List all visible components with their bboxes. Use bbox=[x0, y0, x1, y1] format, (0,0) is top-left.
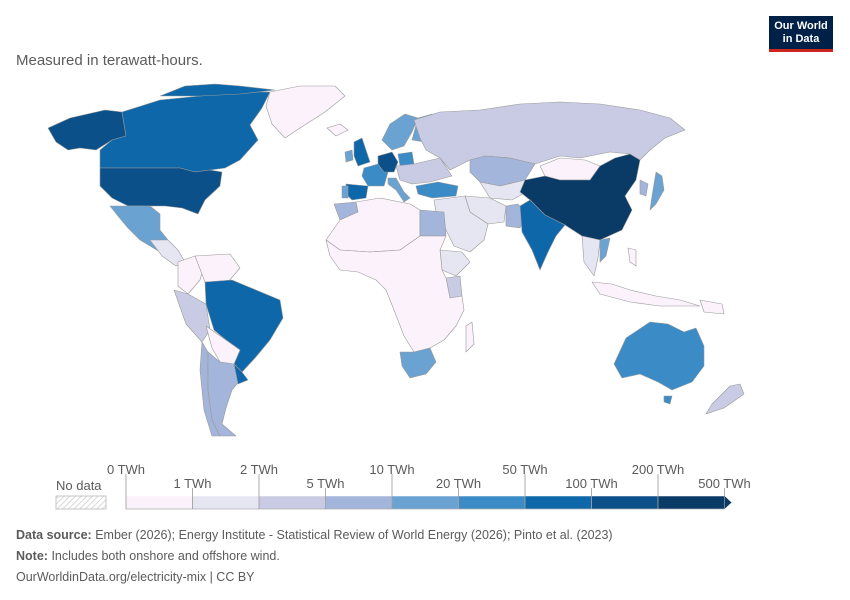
country-australia[interactable] bbox=[613, 321, 705, 391]
legend-bin-3[interactable] bbox=[325, 495, 393, 510]
country-papua-new-guinea[interactable] bbox=[699, 299, 725, 315]
country-venezuela[interactable] bbox=[194, 253, 241, 283]
country-central-africa[interactable] bbox=[325, 235, 465, 353]
country-uruguay[interactable] bbox=[233, 363, 249, 385]
country-new-zealand[interactable] bbox=[705, 383, 745, 415]
legend-bin-4[interactable] bbox=[391, 495, 459, 510]
country-italy[interactable] bbox=[387, 177, 411, 203]
country-mongolia[interactable] bbox=[539, 157, 601, 181]
legend-bin-0[interactable] bbox=[125, 495, 193, 510]
country-philippines[interactable] bbox=[627, 247, 637, 267]
logo-line-1: Our World bbox=[774, 20, 828, 32]
note: Note: Includes both onshore and offshore… bbox=[16, 549, 280, 563]
legend-bin-8[interactable] bbox=[657, 495, 725, 510]
legend-tick-label-upper: 200 TWh bbox=[632, 462, 685, 477]
country-brazil[interactable] bbox=[204, 279, 284, 373]
country-greenland[interactable] bbox=[265, 85, 346, 139]
data-source-label: Data source: bbox=[16, 528, 92, 542]
country-india[interactable] bbox=[519, 199, 566, 271]
country-argentina[interactable] bbox=[207, 351, 243, 437]
country-turkey[interactable] bbox=[415, 181, 459, 199]
source-url[interactable]: OurWorldinData.org/electricity-mix | CC … bbox=[16, 570, 255, 584]
country-ireland[interactable] bbox=[344, 149, 354, 163]
legend-bin-7[interactable] bbox=[591, 495, 659, 510]
data-source: Data source: Ember (2026); Energy Instit… bbox=[16, 528, 613, 542]
note-label: Note: bbox=[16, 549, 48, 563]
legend-tick-label-lower: 500 TWh bbox=[698, 476, 751, 491]
country-scandinavia[interactable] bbox=[381, 113, 419, 151]
legend-tick-label-upper: 10 TWh bbox=[369, 462, 414, 477]
legend-tick-labels: 0 TWh 2 TWh 10 TWh 50 TWh 200 TWh 1 TWh 5 TWh 2… bbox=[107, 462, 751, 509]
legend-no-data-swatch[interactable] bbox=[55, 495, 107, 510]
country-southeast-asia[interactable] bbox=[581, 235, 601, 277]
legend-bin-5[interactable] bbox=[458, 495, 526, 510]
country-russia[interactable] bbox=[413, 101, 686, 171]
legend-tick-label-upper: 2 TWh bbox=[240, 462, 278, 477]
country-spain[interactable] bbox=[345, 183, 369, 201]
country-tasmania[interactable] bbox=[663, 395, 673, 405]
legend-bin-2[interactable] bbox=[258, 495, 326, 510]
country-poland[interactable] bbox=[397, 151, 415, 167]
country-egypt[interactable] bbox=[419, 209, 447, 237]
country-canada-arctic[interactable] bbox=[159, 83, 276, 97]
country-united-kingdom[interactable] bbox=[353, 137, 371, 167]
legend-tick-label-lower: 5 TWh bbox=[306, 476, 344, 491]
country-indonesia[interactable] bbox=[591, 281, 701, 307]
data-source-text: Ember (2026); Energy Institute - Statist… bbox=[95, 528, 613, 542]
country-portugal[interactable] bbox=[341, 185, 349, 199]
country-peru[interactable] bbox=[173, 289, 211, 343]
legend-tick-label-upper: 0 TWh bbox=[107, 462, 145, 477]
country-germany[interactable] bbox=[377, 151, 399, 173]
legend-bin-6[interactable] bbox=[524, 495, 592, 510]
legend-tick-label-lower: 100 TWh bbox=[565, 476, 618, 491]
legend-end-arrow bbox=[724, 496, 732, 509]
country-iceland[interactable] bbox=[326, 123, 349, 137]
world-map bbox=[47, 83, 745, 437]
country-madagascar[interactable] bbox=[465, 321, 475, 353]
legend-tick-label-upper: 50 TWh bbox=[502, 462, 547, 477]
owid-logo[interactable]: Our World in Data bbox=[769, 16, 833, 52]
note-text: Includes both onshore and offshore wind. bbox=[51, 549, 280, 563]
country-eastern-europe[interactable] bbox=[395, 157, 453, 185]
country-ethiopia[interactable] bbox=[439, 249, 471, 277]
legend-tick-label-lower: 20 TWh bbox=[436, 476, 481, 491]
country-japan[interactable] bbox=[649, 171, 665, 211]
country-korea[interactable] bbox=[639, 179, 649, 197]
country-canada[interactable] bbox=[99, 91, 271, 173]
logo-line-2: in Data bbox=[782, 33, 820, 45]
legend-tick-label-lower: 1 TWh bbox=[173, 476, 211, 491]
country-south-africa[interactable] bbox=[399, 347, 437, 379]
legend-bins bbox=[125, 495, 732, 510]
country-united-states[interactable] bbox=[99, 167, 223, 215]
country-vietnam[interactable] bbox=[599, 237, 611, 263]
legend-no-data-label: No data bbox=[56, 478, 102, 493]
legend-bin-1[interactable] bbox=[192, 495, 260, 510]
chart-subtitle: Measured in terawatt-hours. bbox=[16, 52, 203, 69]
color-legend: No data 0 TWh 2 TWh 10 TWh 50 TWh 200 TWh 1 T… bbox=[55, 462, 751, 510]
